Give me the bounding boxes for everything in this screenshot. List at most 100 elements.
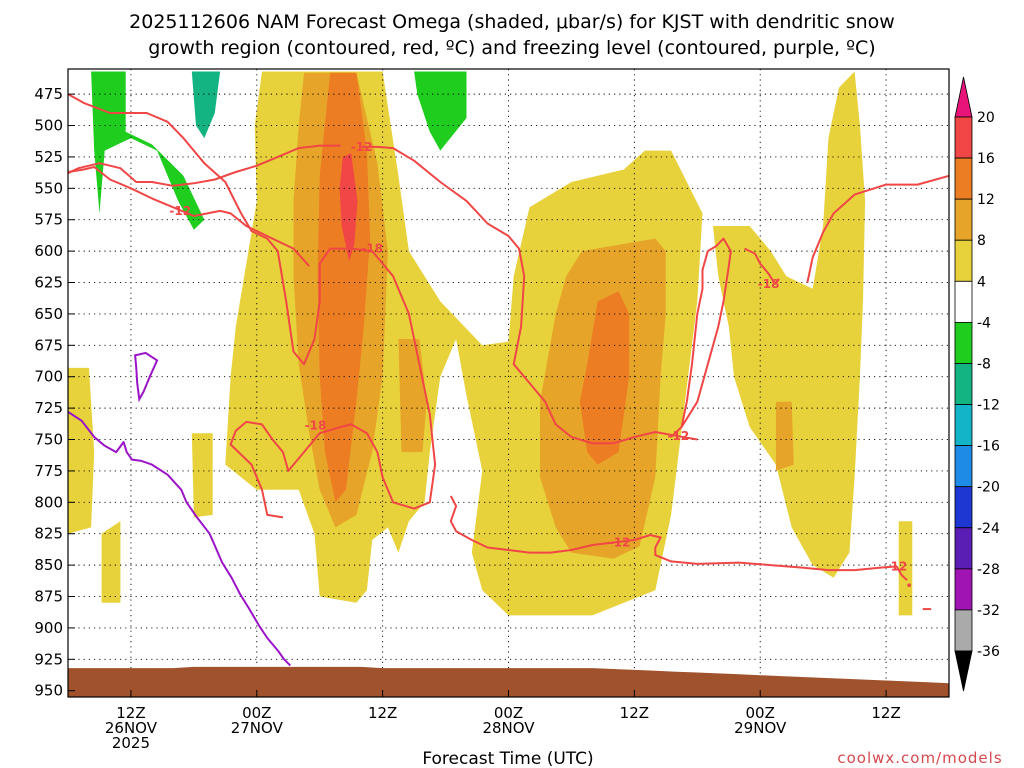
dgz-contour-6	[744, 247, 780, 285]
y-tick-label-500: 500	[34, 117, 63, 135]
colorbar-tick-9: -20	[977, 480, 1000, 496]
colorbar-segment-9	[954, 486, 973, 529]
colorbar-segment-5	[954, 321, 973, 364]
x-tick-label-30-1: 12Z	[368, 704, 397, 722]
x-tick-label-78-1: 12Z	[871, 704, 900, 722]
colorbar-tick-1: 16	[977, 151, 995, 167]
colorbar-tick-5: -4	[977, 315, 991, 331]
dgz-contour-label-7: -12	[886, 559, 908, 573]
y-tick-label-525: 525	[34, 148, 63, 166]
x-tick-label-66-1: 00Z	[746, 704, 775, 722]
dgz-contour-label-2: -12	[351, 140, 373, 154]
x-tick-label-6-2: 26NOV	[105, 719, 158, 737]
y-tick-label-925: 925	[34, 650, 63, 668]
colorbar-tick-8: -16	[977, 439, 1000, 455]
y-tick-label-800: 800	[34, 493, 63, 511]
omega-shade-yellow-left-strip	[68, 367, 95, 534]
dgz-contour-label-text-7: -12	[886, 559, 908, 573]
dgz-contour-label-3: -18	[361, 242, 383, 256]
colorbar-segment-4	[954, 280, 973, 323]
omega-shade-yellow-far-right	[898, 521, 913, 616]
colorbar-segment-10	[954, 527, 973, 570]
x-axis-label: Forecast Time (UTC)	[422, 749, 593, 768]
dgz-contour-label-text-6: -18	[758, 277, 780, 291]
y-tick-label-625: 625	[34, 274, 63, 292]
chart-title-line-2: growth region (contoured, red, ºC) and f…	[148, 37, 875, 59]
contours: -12 -18 -12 -18 -12 -12 -18 -12	[68, 93, 949, 667]
dgz-contour-label-5: -12	[609, 536, 631, 550]
y-tick-label-675: 675	[34, 336, 63, 354]
terrain-shading	[68, 666, 949, 697]
y-tick-label-875: 875	[34, 588, 63, 606]
dgz-contour-label-text-0: -12	[169, 204, 191, 218]
colorbar-tick-13: -36	[977, 644, 1000, 660]
omega-shading	[68, 71, 913, 616]
colorbar-segment-11	[954, 568, 973, 611]
colorbar-tick-3: 8	[977, 233, 986, 249]
dgz-contour-4	[449, 495, 908, 581]
y-tick-label-725: 725	[34, 399, 63, 417]
y-tick-label-950: 950	[34, 682, 63, 700]
dgz-contour-label-4: -12	[668, 429, 690, 443]
colorbar-segment-0	[954, 116, 973, 159]
dgz-contour-label-0: -12	[169, 204, 191, 218]
colorbar-tick-6: -8	[977, 356, 991, 372]
dgz-contour-1	[68, 166, 310, 267]
y-tick-label-575: 575	[34, 211, 63, 229]
freezing-level-contour	[68, 411, 292, 667]
dgz-contour-label-text-5: -12	[609, 536, 631, 550]
chart-title-line-1: 2025112606 NAM Forecast Omega (shaded, μ…	[129, 11, 895, 33]
y-tick-label-700: 700	[34, 368, 63, 386]
dgz-contour-3	[361, 145, 698, 445]
colorbar-tick-12: -32	[977, 603, 1000, 619]
omega-shade-red-core	[339, 153, 358, 262]
terrain	[68, 666, 949, 697]
colorbar: 20 16 12 8 4 -4 -8 -12 -16 -20 -24 -28 -32 -36	[954, 76, 1000, 692]
dgz-contour-label-text-1: -18	[305, 419, 327, 433]
dgz-dot	[907, 583, 911, 588]
omega-shade-yellow-right	[713, 71, 866, 578]
y-axis: 475 500 525 550 575 600 625 650 675 700 725 750 775 8…	[34, 85, 75, 700]
omega-shade-orange-main	[317, 72, 371, 503]
x-tick-label-6-1: 12Z	[116, 704, 145, 722]
x-tick-label-42-1: 00Z	[494, 704, 523, 722]
y-tick-label-600: 600	[34, 242, 63, 260]
y-tick-label-475: 475	[34, 85, 63, 103]
omega-shade-green-upper-right	[414, 71, 467, 151]
omega-shade-orange-mid	[579, 291, 630, 465]
colorbar-segment-3	[954, 239, 973, 282]
x-tick-label-18-1: 00Z	[242, 704, 271, 722]
colorbar-tick-4: 4	[977, 274, 986, 290]
colorbar-bottom-triangle	[954, 650, 973, 692]
y-tick-label-750: 750	[34, 431, 63, 449]
dgz-contour-5	[670, 237, 732, 438]
omega-shade-yellow-small-1	[101, 521, 121, 603]
colorbar-segment-2	[954, 198, 973, 241]
colorbar-segment-12	[954, 609, 973, 652]
colorbar-segment-7	[954, 404, 973, 447]
colorbar-tick-10: -24	[977, 521, 1000, 537]
dgz-contour-2	[68, 144, 341, 187]
y-tick-label-650: 650	[34, 305, 63, 323]
dgz-contour-0	[68, 93, 437, 519]
y-tick-label-825: 825	[34, 525, 63, 543]
colorbar-tick-2: 12	[977, 192, 995, 208]
dgz-contour-label-1: -18	[305, 419, 327, 433]
credit-text[interactable]: coolwx.com/models	[837, 749, 1002, 767]
omega-shade-gold-right-small	[775, 401, 794, 471]
plot-area: -12 -18 -12 -18 -12 -12 -18 -12	[68, 69, 949, 697]
dgz-contour-7	[806, 174, 949, 283]
freezing-level-loop	[134, 351, 159, 403]
omega-shade-yellow-small-2	[191, 433, 213, 518]
y-tick-label-775: 775	[34, 462, 63, 480]
dgz-contour-label-text-4: -12	[668, 429, 690, 443]
x-tick-label-66-2: 29NOV	[734, 719, 787, 737]
colorbar-segment-1	[954, 157, 973, 200]
y-tick-label-900: 900	[34, 619, 63, 637]
dgz-contour-label-6: -18	[758, 277, 780, 291]
colorbar-segment-6	[954, 363, 973, 405]
x-tick-label-42-2: 28NOV	[482, 719, 535, 737]
x-tick-label-18-2: 27NOV	[231, 719, 284, 737]
